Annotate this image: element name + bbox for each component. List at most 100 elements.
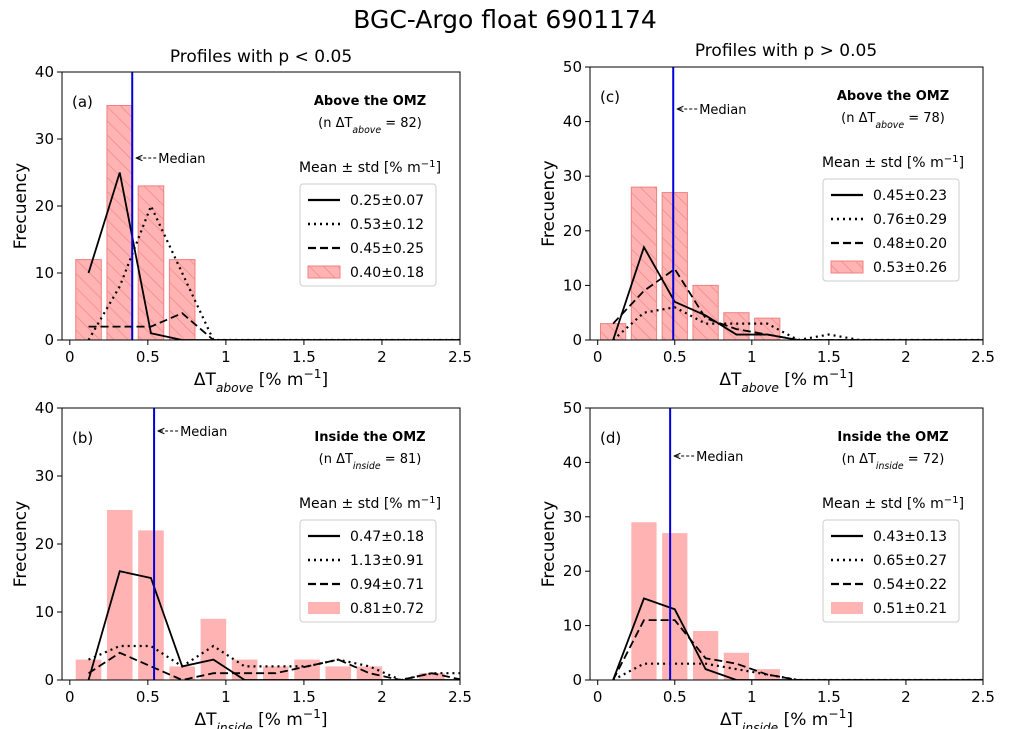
legend-label: 0.65±0.27 [873,553,947,569]
n-label: (n ΔTabove = 82) [318,116,422,136]
y-tick-label: 20 [35,535,54,553]
legend-label: 0.40±0.18 [350,265,424,281]
x-axis-label-part: [% m [779,370,829,390]
x-tick-label: 2 [901,348,911,366]
legend-label: 0.53±0.12 [350,217,424,233]
x-tick-label: 1.5 [292,348,316,366]
x-tick-label: 0 [593,348,603,366]
n-label-part: inside [353,461,381,472]
legend-title-part: Mean ± std [% m [299,160,421,176]
x-axis-label-part: ] [846,710,853,729]
y-tick-label: 10 [563,617,582,635]
y-tick-label: 50 [563,399,582,417]
y-tick-label: 20 [563,222,582,240]
legend-title: Mean ± std [% m−1] [299,159,441,177]
legend-title: Mean ± std [% m−1] [822,495,964,513]
annotation: Inside the OMZ [837,430,948,445]
hist-bar [692,284,719,340]
legend-swatch [831,602,863,614]
legend-title-part: −1 [421,495,436,506]
legend-title-part: −1 [421,159,436,170]
plot-area [75,510,460,680]
legend-title-part: ] [959,496,964,512]
column-title: Profiles with p < 0.05 [170,47,352,67]
y-tick-label: 10 [563,276,582,294]
n-label-part: = 78) [904,111,945,126]
legend-frame [822,178,960,282]
x-tick-label: 1 [221,348,231,366]
y-tick-label: 0 [572,671,582,689]
n-label-part: = 72) [904,452,945,467]
legend-label: 0.43±0.13 [873,529,947,545]
hist-bar [294,659,320,680]
n-label-part: (n ΔT [318,116,352,131]
x-tick-label: 2.5 [448,348,472,366]
x-tick-label: 0.5 [136,688,160,706]
n-label-part: = 81) [381,452,422,467]
x-axis-label-part: [% m [778,710,828,729]
x-tick-label: 1 [747,688,757,706]
x-axis-label-part: ΔT [719,370,742,390]
legend-label: 0.94±0.71 [350,577,424,593]
panel-label: (c) [600,88,620,106]
y-tick-label: 0 [44,331,54,349]
legend-label: 0.53±0.26 [873,260,947,276]
column-title: Profiles with p > 0.05 [695,41,877,61]
y-tick-label: 30 [563,167,582,185]
panel-label: (a) [72,93,93,111]
x-tick-label: 1.5 [817,688,841,706]
y-tick-label: 20 [563,562,582,580]
x-axis-label-part: ] [847,370,854,390]
x-axis-label: ΔTabove [% m−1] [194,367,328,395]
x-tick-label: 2 [901,688,911,706]
n-label-part: (n ΔT [841,111,875,126]
y-tick-label: 40 [35,399,54,417]
hist-bar [138,530,164,680]
legend-label: 0.81±0.72 [350,601,424,617]
median-label: Median [180,425,227,440]
x-tick-label: 2.5 [971,688,995,706]
panel-label: (d) [600,429,621,447]
legend-title-part: −1 [944,154,959,165]
x-tick-label: 1.5 [817,348,841,366]
x-tick-label: 2.5 [448,688,472,706]
mean-line [87,570,460,680]
y-axis-label: Frecuency [11,163,31,249]
x-axis-label-part: ΔT [720,710,743,729]
y-tick-label: 40 [563,113,582,131]
mean-line [88,651,460,680]
x-tick-label: 1.5 [292,688,316,706]
x-axis-label-part: ΔT [194,370,217,390]
mean-line [612,597,983,680]
legend-title-part: ] [436,160,441,176]
x-axis-label-part: [% m [253,710,303,729]
median-label: Median [699,103,746,118]
n-label-part: (n ΔT [842,452,876,467]
hist-bar [723,312,750,340]
panel-label: (b) [72,429,93,447]
x-tick-label: 0.5 [663,348,687,366]
x-axis-label-part: −1 [829,367,847,381]
annotation: Above the OMZ [837,89,949,104]
y-tick-label: 30 [35,467,54,485]
y-tick-label: 10 [35,603,54,621]
median-label: Median [158,152,205,167]
legend-title-part: ] [959,155,964,171]
x-tick-label: 0 [65,348,75,366]
legend-title-part: Mean ± std [% m [299,496,421,512]
x-axis-label-part: above [216,381,254,395]
x-axis-label: ΔTinside [% m−1] [720,707,853,729]
y-tick-label: 50 [563,58,582,76]
plot-area [75,105,460,340]
legend-title-part: Mean ± std [% m [822,155,944,171]
x-axis-label-part: ] [322,370,329,390]
hist-bar [325,666,352,680]
hist-bar [106,105,134,340]
n-label: (n ΔTinside = 81) [319,452,422,472]
mean-line [612,306,983,340]
legend-label: 0.54±0.22 [873,577,947,593]
